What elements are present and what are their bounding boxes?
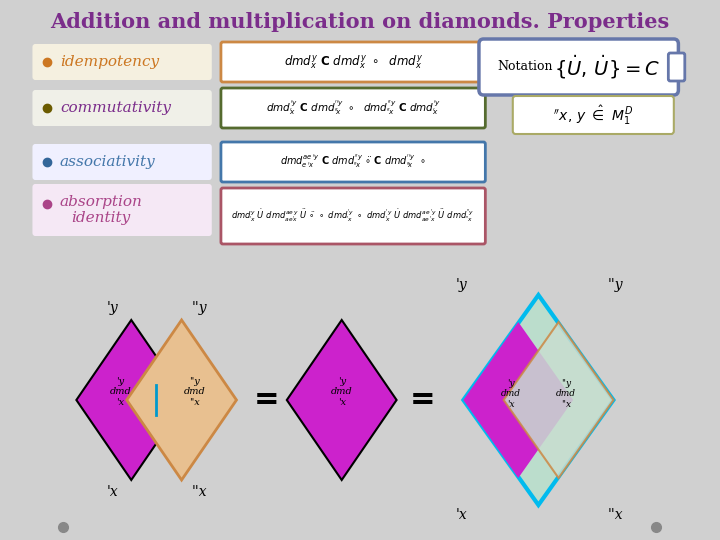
FancyBboxPatch shape <box>32 44 212 80</box>
Text: ''y: ''y <box>192 301 207 315</box>
Text: Addition and multiplication on diamonds. Properties: Addition and multiplication on diamonds.… <box>50 12 670 32</box>
Polygon shape <box>127 320 236 480</box>
Text: ''y
dmd
''x: ''y dmd ''x <box>184 377 205 407</box>
Text: $\mathit{dmd}^y_x\ \mathbf{C}\ \mathit{dmd}^y_x\ \circ\ \ \mathit{dmd}^y_x$: $\mathit{dmd}^y_x\ \mathbf{C}\ \mathit{d… <box>284 53 423 71</box>
Text: $\mathit{dmd}^{ae\,'y}_{e\,'x}\ \mathbf{C}\ \mathit{dmd}^{''y}_{''\!x}\ \ddot{\c: $\mathit{dmd}^{ae\,'y}_{e\,'x}\ \mathbf{… <box>280 153 426 171</box>
FancyBboxPatch shape <box>221 42 485 82</box>
Polygon shape <box>287 320 397 480</box>
Text: $\{\dot{U},\,\dot{U}\} = C$: $\{\dot{U},\,\dot{U}\} = C$ <box>554 53 660 81</box>
Text: ''y: ''y <box>608 278 623 292</box>
FancyBboxPatch shape <box>32 184 212 236</box>
Polygon shape <box>504 322 613 478</box>
FancyBboxPatch shape <box>221 142 485 182</box>
Text: 'x: 'x <box>456 508 467 522</box>
FancyBboxPatch shape <box>668 53 685 81</box>
Text: $\mathit{dmd}^y_{'\!x}\ \dot{U}\ \mathit{dmd}^{ae\,y}_{ae'\!x}\ \ddot{U}\ \ddot{: $\mathit{dmd}^y_{'\!x}\ \dot{U}\ \mathit… <box>232 208 474 224</box>
Text: 'y: 'y <box>107 301 119 315</box>
Text: 'y
dmd
'x: 'y dmd 'x <box>330 377 353 407</box>
Text: absorption
identity: absorption identity <box>60 195 143 225</box>
Text: commutativity: commutativity <box>60 101 171 115</box>
Text: 'x: 'x <box>107 485 119 499</box>
Text: 'y
dmd
'x: 'y dmd 'x <box>109 377 131 407</box>
Text: 'y
dmd
'x: 'y dmd 'x <box>501 379 521 409</box>
Text: Notation: Notation <box>498 60 553 73</box>
Polygon shape <box>76 320 186 480</box>
Text: ''x: ''x <box>608 508 623 522</box>
Text: ''x: ''x <box>192 485 207 499</box>
Text: ''y
dmd
''x: ''y dmd ''x <box>556 379 576 409</box>
FancyBboxPatch shape <box>513 96 674 134</box>
FancyBboxPatch shape <box>32 144 212 180</box>
Text: $\mathit{dmd}^{'y}_{'\!x}\ \mathbf{C}\ \mathit{dmd}^{''y}_{''\!x}\ \circ\ \ \mat: $\mathit{dmd}^{'y}_{'\!x}\ \mathbf{C}\ \… <box>266 99 441 117</box>
FancyBboxPatch shape <box>221 188 485 244</box>
Polygon shape <box>464 295 613 505</box>
Text: =: = <box>410 384 435 415</box>
FancyBboxPatch shape <box>32 90 212 126</box>
FancyBboxPatch shape <box>479 39 678 95</box>
FancyBboxPatch shape <box>221 88 485 128</box>
Text: 'y: 'y <box>456 278 467 292</box>
Polygon shape <box>464 322 573 478</box>
Text: associativity: associativity <box>60 155 156 169</box>
Text: =: = <box>254 384 279 415</box>
Text: idempotency: idempotency <box>60 55 159 69</box>
Text: $''x,\,y\ \hat{\in}\ M_1^D$: $''x,\,y\ \hat{\in}\ M_1^D$ <box>553 103 634 126</box>
